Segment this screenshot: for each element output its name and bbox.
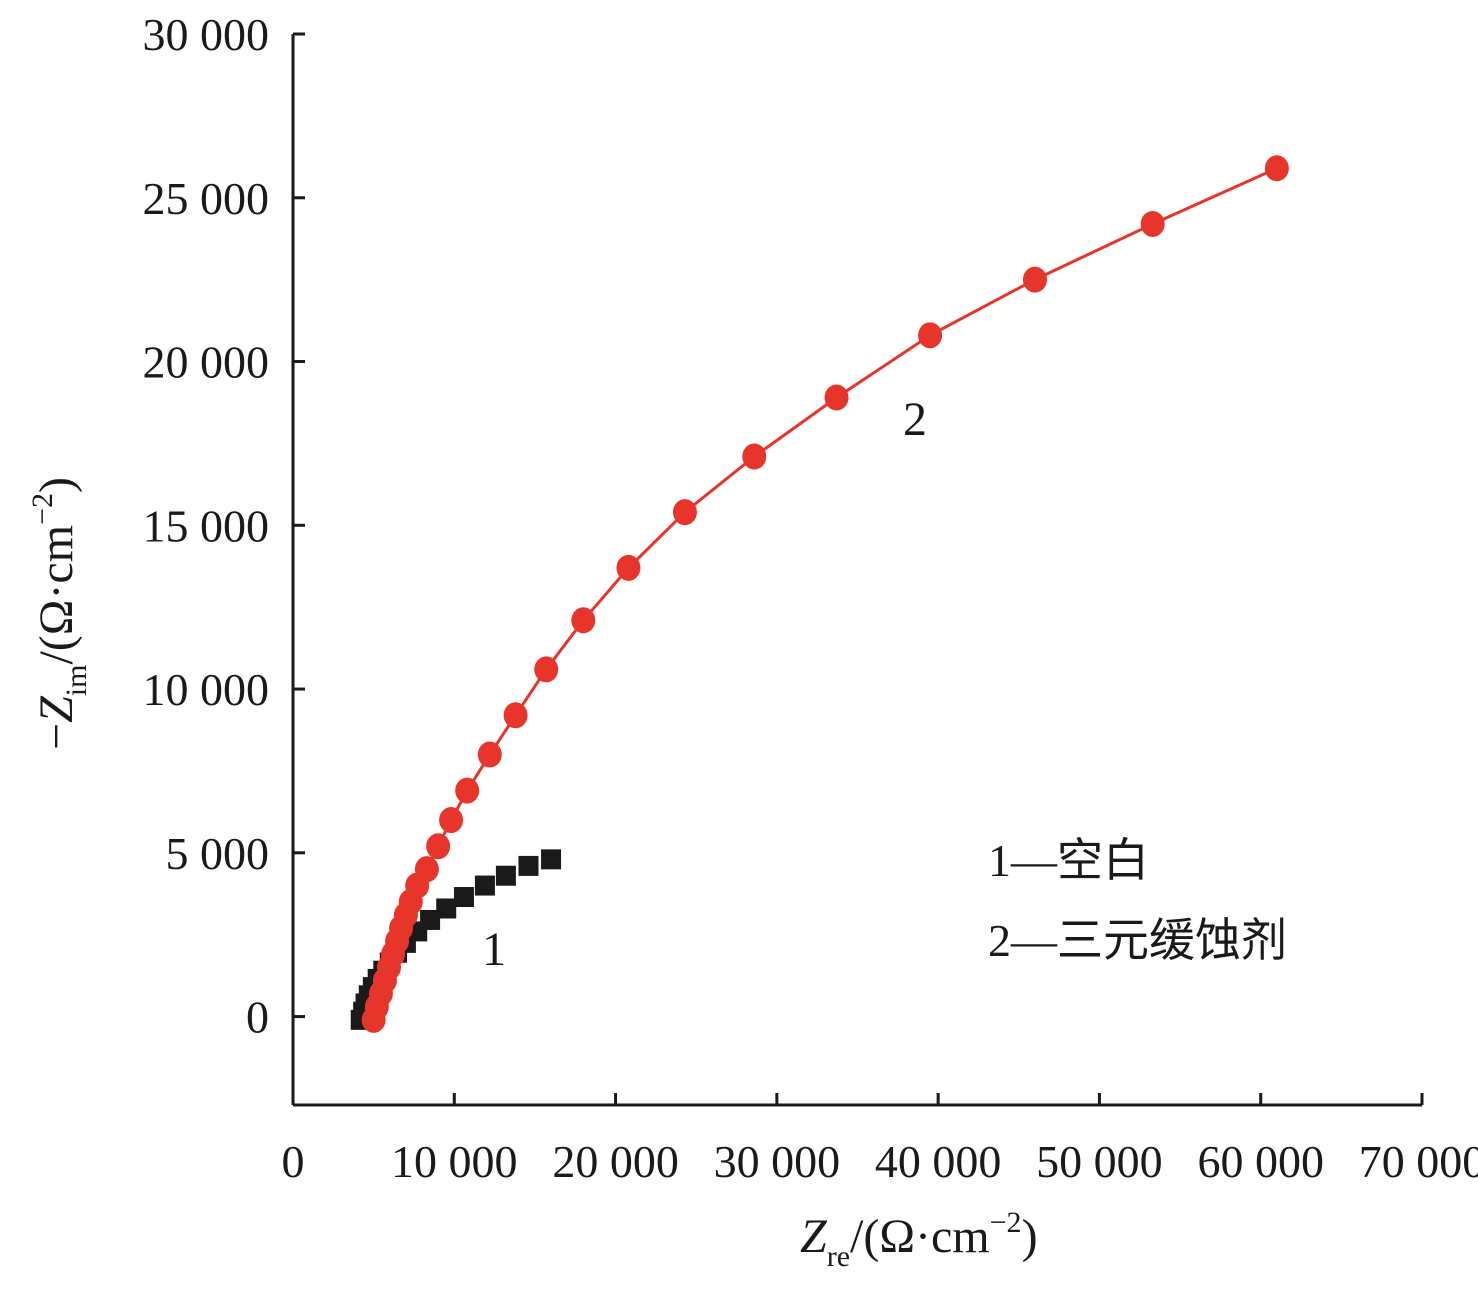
data-point-square (495, 865, 516, 886)
y-axis-title-sub: im (60, 665, 93, 697)
x-tick-label: 40 000 (875, 1136, 1002, 1187)
x-axis-ticks: 0 10 000 20 000 30 000 40 000 50 000 60 000 70 … (282, 1093, 1478, 1187)
x-tick-label: 60 000 (1197, 1136, 1324, 1187)
x-axis-title-close: ) (1022, 1210, 1038, 1263)
x-tick-label: 10 000 (391, 1136, 518, 1187)
series-layer (350, 155, 1289, 1033)
x-tick-label: 0 (282, 1136, 305, 1187)
data-point-square (453, 887, 474, 908)
x-axis-title-main: Z (800, 1210, 828, 1263)
y-axis-title-close: ) (30, 477, 83, 493)
x-tick-label: 30 000 (714, 1136, 841, 1187)
x-tick-label: 70 000 (1359, 1136, 1478, 1187)
data-point-circle (414, 856, 439, 883)
y-tick-label: 20 000 (143, 337, 270, 388)
data-point-circle (426, 833, 451, 860)
data-point-circle (1264, 155, 1289, 182)
data-point-circle (477, 741, 502, 768)
data-point-circle (455, 777, 480, 804)
series-2-line (372, 166, 1278, 1021)
y-tick-label: 25 000 (143, 173, 270, 224)
data-point-circle (672, 499, 697, 526)
data-point-circle (616, 554, 641, 581)
series-2-label: 2 (903, 393, 927, 446)
data-point-circle (1140, 210, 1165, 237)
legend-entry-2: 2—三元缓蚀剂 (988, 915, 1287, 966)
x-tick-label: 20 000 (552, 1136, 679, 1187)
data-point-square (474, 875, 495, 896)
data-point-circle (918, 322, 943, 349)
x-axis-title-unit: /(Ω·cm (850, 1210, 990, 1263)
y-tick-label: 5 000 (166, 828, 270, 879)
data-point-square (420, 909, 441, 930)
y-axis-ticks: 0 5 000 10 000 15 000 20 000 25 000 30 000 (143, 9, 305, 1043)
data-point-circle (534, 656, 559, 683)
data-point-circle (742, 443, 767, 470)
y-axis-title-sup: −2 (26, 493, 59, 525)
data-point-square (518, 855, 539, 876)
data-point-square (436, 898, 457, 919)
data-point-circle (571, 607, 596, 634)
data-point-circle (503, 702, 528, 729)
legend-entry-1: 1—空白 (988, 835, 1149, 886)
series-2 (361, 155, 1289, 1033)
data-point-circle (1022, 266, 1047, 293)
series-1-label: 1 (482, 923, 506, 976)
x-axis-title-sup: −2 (990, 1206, 1022, 1239)
x-axis-title: Zre/(Ω·cm−2) (800, 1206, 1038, 1273)
y-tick-label: 30 000 (143, 9, 270, 60)
y-axis-title-unit: /(Ω·cm (30, 525, 83, 665)
y-tick-label: 10 000 (143, 664, 270, 715)
y-tick-label: 15 000 (143, 500, 270, 551)
legend: 1—空白 2—三元缓蚀剂 (988, 835, 1287, 966)
x-axis-title-sub: re (827, 1240, 850, 1273)
data-point-square (541, 849, 562, 870)
y-axis-title: −Zim/(Ω·cm−2) (26, 477, 93, 750)
data-point-circle (824, 384, 849, 411)
axes (291, 34, 1422, 1107)
y-axis-title-prefix: − (30, 723, 83, 750)
data-point-circle (439, 807, 464, 834)
x-tick-label: 50 000 (1036, 1136, 1163, 1187)
y-tick-label: 0 (246, 992, 269, 1043)
y-axis-title-main: Z (30, 695, 83, 723)
